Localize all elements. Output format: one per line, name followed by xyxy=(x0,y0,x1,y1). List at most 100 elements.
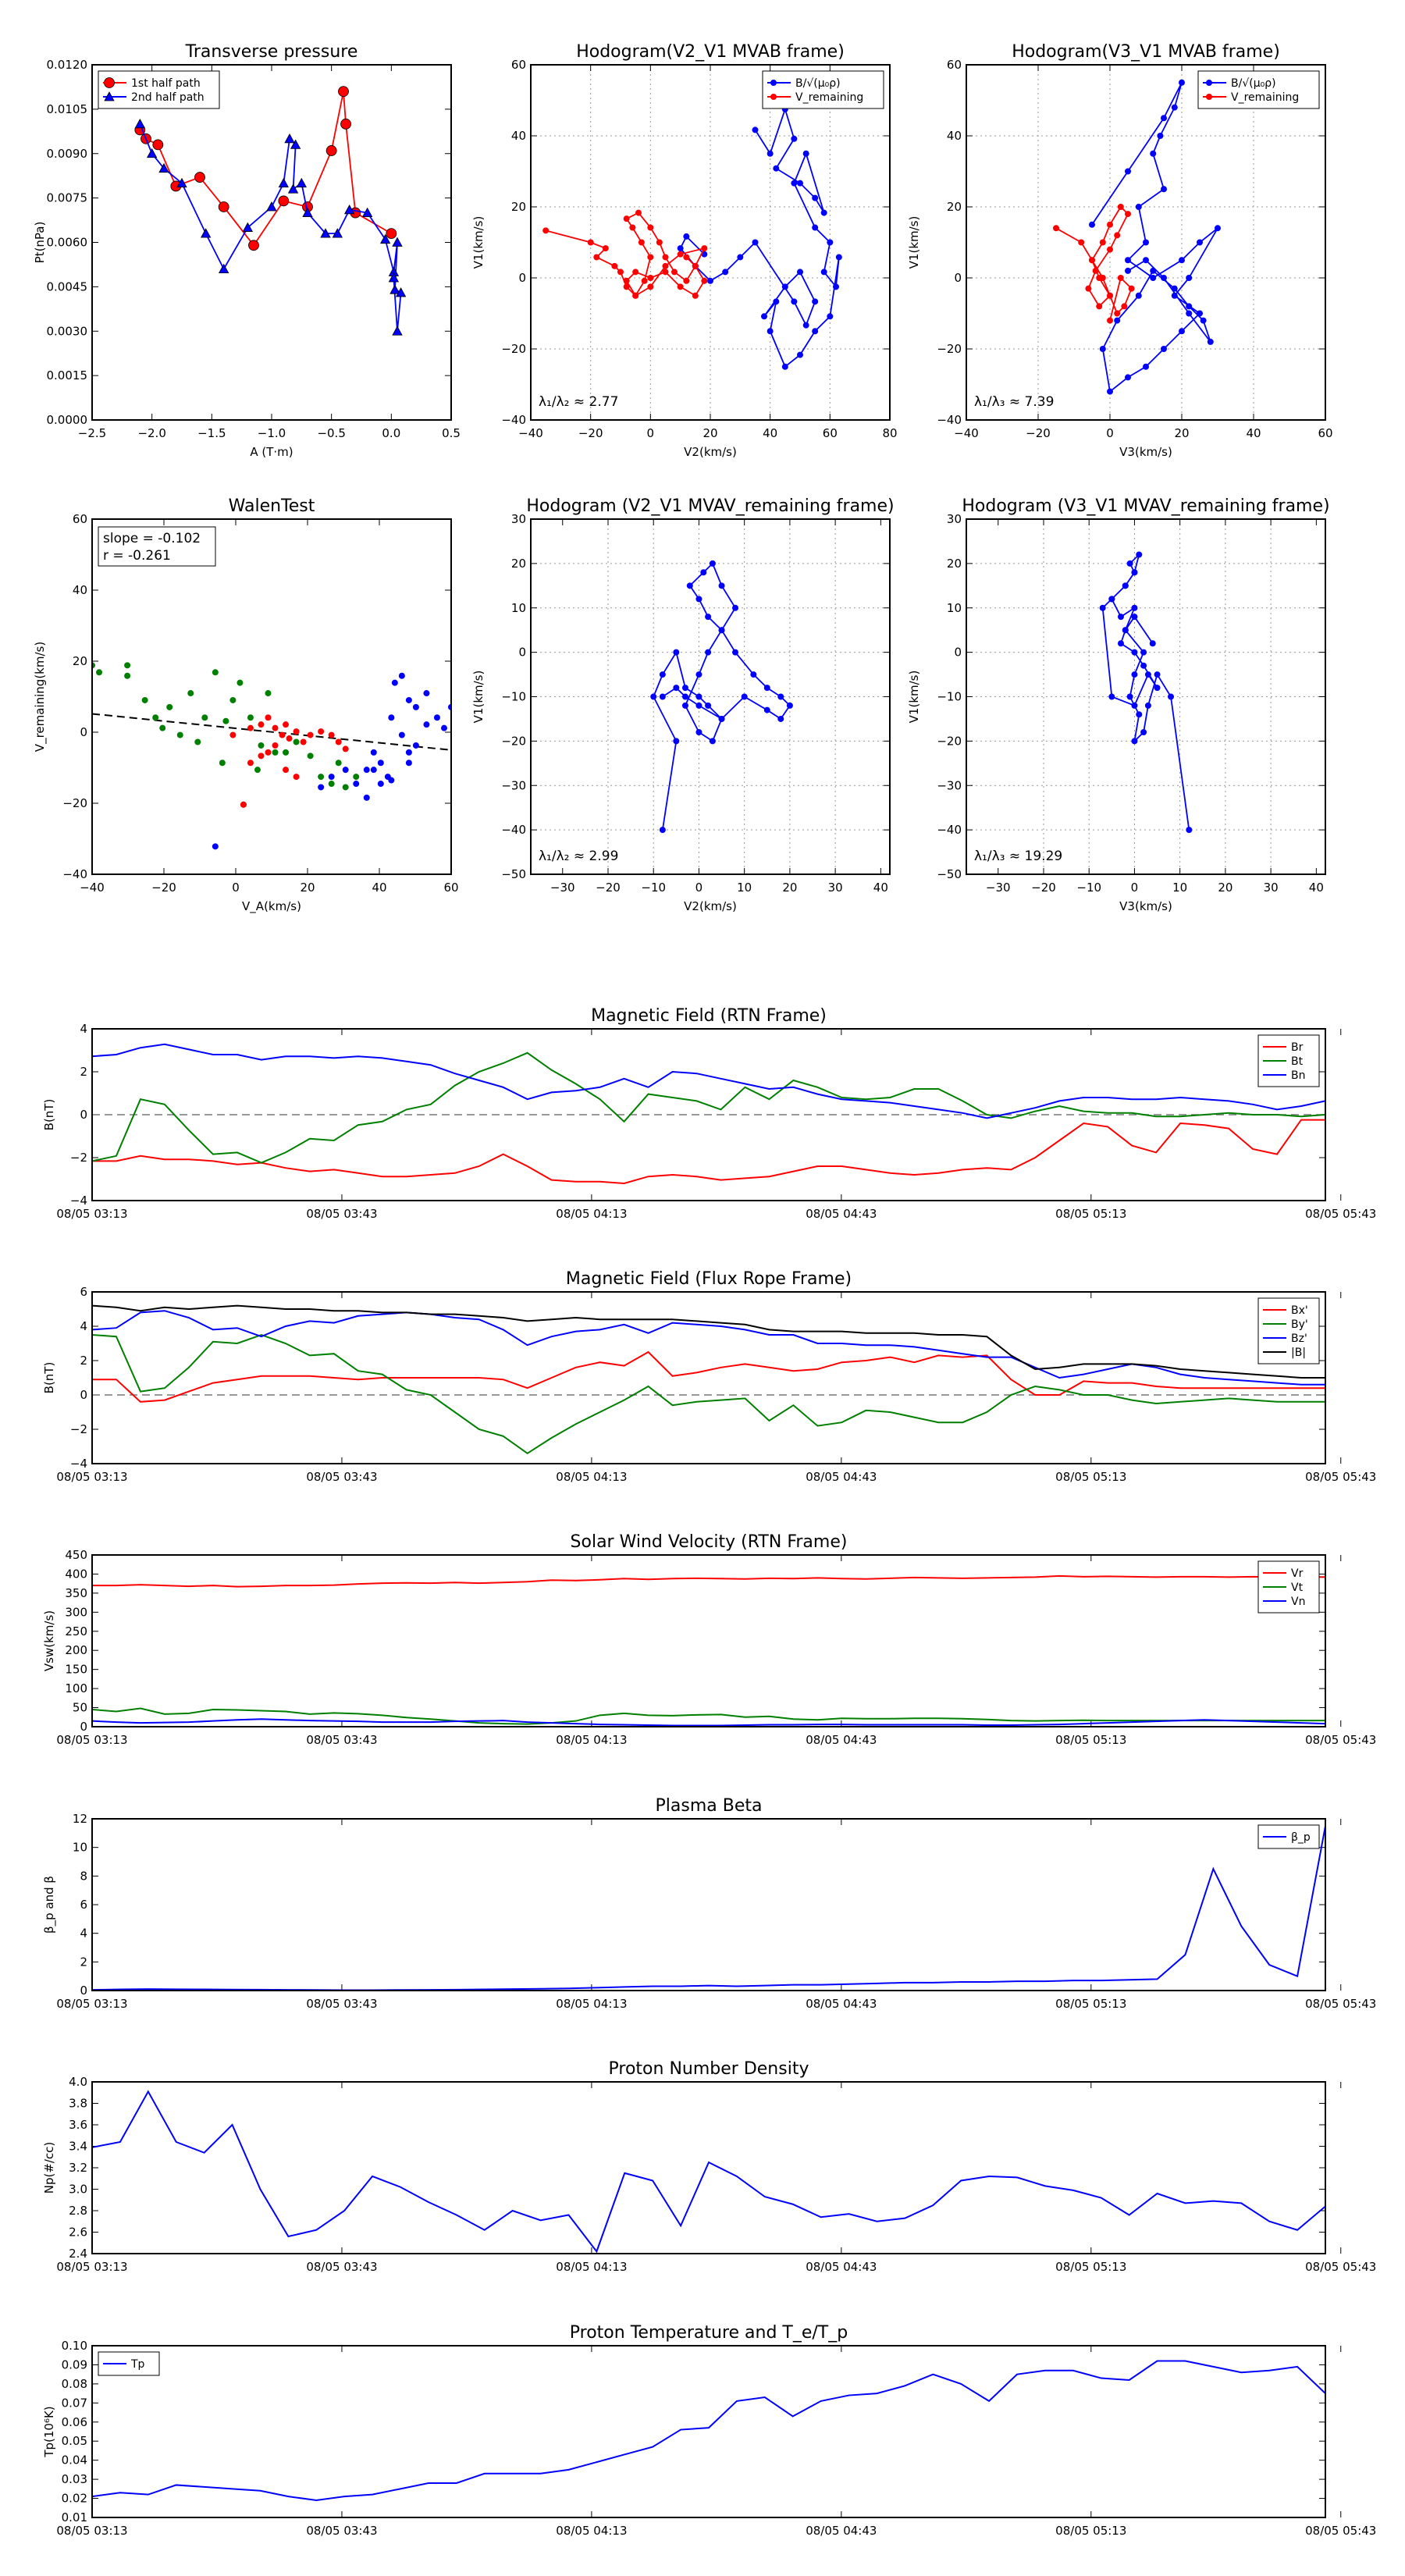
data-point xyxy=(1161,186,1167,193)
data-point xyxy=(1114,317,1121,324)
data-point xyxy=(797,269,803,276)
data-point xyxy=(353,774,360,781)
plot-frame xyxy=(91,64,452,421)
x-tick-label: 08/05 03:13 xyxy=(56,2524,127,2538)
data-point xyxy=(732,604,739,611)
x-tick-label: 08/05 05:43 xyxy=(1305,1997,1376,2011)
data-point xyxy=(659,693,666,700)
y-tick-label: 0.05 xyxy=(62,2434,87,2448)
x-tick-label: 20 xyxy=(1218,881,1232,895)
data-point xyxy=(1140,729,1147,735)
y-tick-label: 0 xyxy=(80,1108,87,1122)
x-tick-label: −2.0 xyxy=(137,426,165,440)
x-tick-label: 08/05 04:43 xyxy=(806,1207,877,1221)
x-tick-label: −30 xyxy=(986,881,1011,895)
series-|B| xyxy=(92,1304,1325,1379)
data-point xyxy=(187,690,194,697)
data-point xyxy=(1107,246,1113,253)
y-tick-label: 4.0 xyxy=(69,2075,87,2089)
data-point xyxy=(752,126,759,133)
x-tick-label: 08/05 05:13 xyxy=(1055,2524,1126,2538)
data-point xyxy=(692,262,699,269)
x-tick-label: 30 xyxy=(828,881,843,895)
data-point xyxy=(293,774,300,781)
data-point xyxy=(681,693,688,700)
data-point xyxy=(1143,239,1149,246)
data-point xyxy=(695,671,702,678)
y-tick-label: −20 xyxy=(501,342,526,356)
y-tick-label: 60 xyxy=(511,58,526,72)
data-point xyxy=(176,731,183,738)
legend-box xyxy=(762,70,884,109)
chart-3: Hodogram(V3_V1 MVAB frame) −40 −20 0 20 40 60 −… xyxy=(907,42,1333,459)
data-point xyxy=(124,672,131,679)
data-point xyxy=(1117,640,1124,647)
data-point xyxy=(286,735,293,742)
series-B/√(μ₀ρ) xyxy=(677,105,842,370)
data-point xyxy=(718,715,725,722)
y-tick-label: 10 xyxy=(947,601,962,615)
x-tick-label: 20 xyxy=(300,881,315,895)
y-tick-label: 0.04 xyxy=(62,2453,87,2467)
y-axis-label: Tp(10⁶K) xyxy=(42,2406,56,2457)
legend-marker xyxy=(770,80,777,86)
data-point xyxy=(587,239,594,246)
data-point xyxy=(1168,693,1175,700)
y-tick-label: 2.6 xyxy=(69,2226,87,2240)
legend-label: Vn xyxy=(1291,1596,1305,1608)
data-point xyxy=(353,781,360,788)
data-point xyxy=(763,685,770,692)
plot-area xyxy=(92,2090,1325,2254)
data-point xyxy=(389,284,400,294)
x-tick-label: 0.0 xyxy=(382,426,400,440)
y-tick-label: 0.0120 xyxy=(47,58,88,72)
y-tick-label: −2 xyxy=(70,1422,87,1436)
x-tick-label: 20 xyxy=(782,881,797,895)
data-point xyxy=(1150,275,1157,281)
legend-label: V_remaining xyxy=(795,91,863,104)
y-tick-label: 4 xyxy=(80,1927,87,1941)
data-point xyxy=(229,731,237,738)
y-tick-label: −20 xyxy=(937,342,962,356)
x-tick-label: 08/05 03:13 xyxy=(56,2260,127,2274)
legend-label: Tp xyxy=(130,2358,145,2371)
x-axis-label: V2(km/s) xyxy=(684,899,737,913)
data-point xyxy=(159,724,166,731)
data-point xyxy=(296,177,308,188)
chart-7: Magnetic Field (RTN Frame) −4 −2 0 2 4 08/05 0… xyxy=(42,1006,1376,1221)
x-tick-label: 40 xyxy=(1309,881,1324,895)
data-point xyxy=(611,262,618,269)
plot-area xyxy=(134,86,407,336)
series-B/√(μ₀ρ) xyxy=(1089,79,1221,395)
x-tick-label: 08/05 04:13 xyxy=(556,2524,627,2538)
stats-text: slope = -0.102 xyxy=(103,531,201,546)
x-tick-label: 0 xyxy=(647,426,655,440)
data-point xyxy=(258,753,265,760)
data-point xyxy=(343,204,355,215)
y-tick-label: 150 xyxy=(65,1663,87,1677)
series-line xyxy=(92,1310,1325,1386)
y-tick-label: 0.0045 xyxy=(47,279,88,294)
series-green xyxy=(92,662,360,808)
data-point xyxy=(1161,115,1167,122)
data-point xyxy=(1108,693,1115,700)
data-point xyxy=(328,781,335,788)
data-point xyxy=(1114,232,1121,239)
legend-label: |B| xyxy=(1291,1347,1306,1359)
data-point xyxy=(797,180,803,187)
data-point xyxy=(1150,267,1157,274)
data-point xyxy=(737,254,744,261)
x-tick-label: −2.5 xyxy=(78,426,106,440)
data-point xyxy=(1107,317,1113,324)
y-tick-label: 20 xyxy=(947,557,962,571)
x-tick-label: 08/05 05:43 xyxy=(1305,2260,1376,2274)
data-point xyxy=(677,245,684,252)
x-tick-label: 08/05 05:43 xyxy=(1305,1470,1376,1484)
y-tick-label: −30 xyxy=(937,778,962,792)
data-point xyxy=(1197,310,1203,317)
data-point xyxy=(254,767,261,774)
x-tick-label: −40 xyxy=(954,426,979,440)
data-point xyxy=(212,669,219,676)
data-point xyxy=(1179,257,1185,264)
x-tick-label: 30 xyxy=(1264,881,1279,895)
